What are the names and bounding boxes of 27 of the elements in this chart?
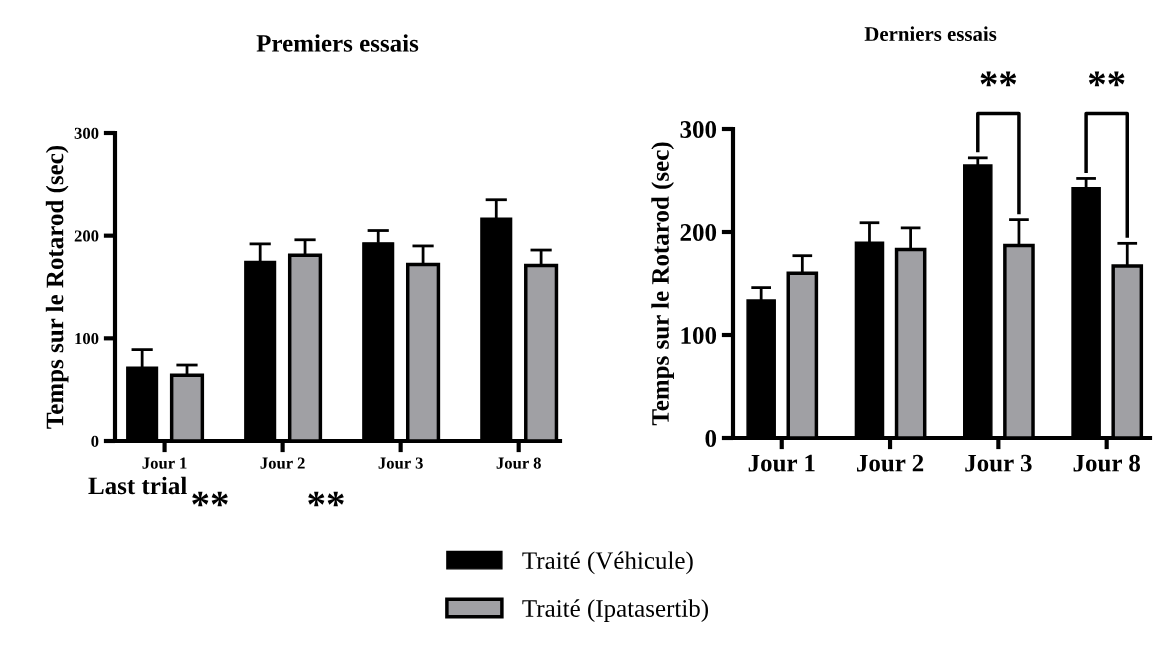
y-tick-label: 300 bbox=[74, 127, 99, 139]
text: ** bbox=[980, 71, 1017, 87]
text: ** bbox=[1088, 71, 1125, 87]
x-tick-label: Jour 2 bbox=[857, 454, 924, 472]
text: Last trial bbox=[88, 476, 187, 495]
x-tick-label: Jour 1 bbox=[748, 454, 815, 472]
chart-title: Premiers essais bbox=[256, 34, 419, 52]
text: ** bbox=[192, 491, 228, 507]
y-tick-label: 200 bbox=[680, 224, 717, 241]
x-tick-label: Jour 2 bbox=[260, 457, 305, 469]
y-tick-label: 0 bbox=[91, 435, 99, 447]
y-axis-title: Temps sur le Rotarod (sec) bbox=[651, 142, 674, 426]
y-tick-label: 300 bbox=[680, 121, 717, 138]
x-tick-label: Jour 3 bbox=[378, 457, 423, 469]
chart-title: Derniers essais bbox=[864, 26, 997, 42]
y-tick-label: 100 bbox=[681, 327, 717, 344]
legend-label: Traité (Ipatasertib) bbox=[522, 599, 709, 622]
text: ** bbox=[308, 491, 344, 507]
y-tick-label: 100 bbox=[75, 333, 99, 345]
y-axis-title: Temps sur le Rotarod (sec) bbox=[45, 145, 69, 429]
y-tick-label: 200 bbox=[74, 230, 99, 242]
x-tick-label: Jour 3 bbox=[965, 454, 1032, 472]
x-tick-label: Jour 8 bbox=[496, 457, 541, 469]
x-tick-label: Jour 8 bbox=[1073, 454, 1140, 472]
x-tick-label: Jour 1 bbox=[142, 457, 187, 469]
legend-label: Traité (Véhicule) bbox=[522, 551, 693, 575]
y-tick-label: 0 bbox=[705, 430, 717, 447]
